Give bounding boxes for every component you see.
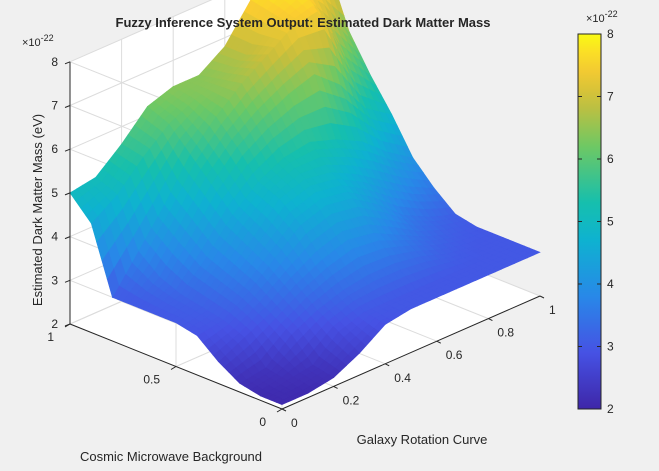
z-tick-mark (64, 61, 71, 65)
z-tick-label: 6 (51, 142, 58, 156)
colorbar-tick-label: 6 (607, 152, 614, 166)
z-tick-label: 5 (51, 186, 58, 200)
x-tick-label: 0.8 (497, 326, 514, 340)
colorbar-exponent-label: ×10-22 (586, 9, 618, 25)
x-tick-mark (281, 408, 287, 412)
surface-patch (333, 0, 345, 17)
x-tick-mark (488, 318, 493, 322)
surface-patch (312, 0, 323, 12)
y-axis-label: Cosmic Microwave Background (80, 449, 262, 464)
x-tick-mark (384, 363, 390, 367)
x-tick-mark (333, 385, 338, 389)
z-tick-label: 2 (51, 317, 58, 331)
colorbar-tick-label: 3 (607, 340, 614, 354)
grid-line (69, 0, 213, 63)
surface-patch (325, 0, 332, 5)
y-tick-label: 0.5 (143, 373, 160, 387)
z-tick-mark (64, 279, 71, 283)
chart-title: Fuzzy Inference System Output: Estimated… (116, 15, 491, 30)
z-tick-mark (64, 148, 71, 152)
z-tick-label: 4 (51, 230, 58, 244)
z-tick-mark (64, 323, 71, 327)
x-tick-mark (436, 340, 442, 344)
x-axis-line (281, 295, 541, 410)
surface-patch (309, 0, 317, 6)
colorbar-tick-label: 7 (607, 90, 614, 104)
surface-patch (316, 0, 325, 5)
x-tick-label: 0 (291, 416, 298, 430)
z-tick-label: 8 (51, 55, 58, 69)
z-tick-mark (64, 236, 71, 240)
z-tick-label: 7 (51, 99, 58, 113)
y-tick-mark (170, 366, 177, 370)
x-tick-label: 0.6 (446, 348, 463, 362)
surface-patch (308, 0, 315, 8)
x-tick-label: 0.2 (343, 393, 360, 407)
colorbar-tick-label: 4 (607, 277, 614, 291)
surface-patch (69, 188, 83, 201)
z-axis-label: Estimated Dark Matter Mass (eV) (30, 114, 45, 306)
x-tick-mark (539, 295, 545, 299)
z-tick-mark (64, 192, 71, 196)
x-axis-label: Galaxy Rotation Curve (357, 432, 488, 447)
colorbar-tick-label: 2 (607, 402, 614, 416)
x-tick-label: 0.4 (394, 371, 411, 385)
colorbar-tick-label: 8 (607, 27, 614, 41)
surface-patch (321, 0, 331, 11)
x-tick-label: 1 (549, 303, 556, 317)
z-tick-mark (64, 105, 71, 108)
y-tick-mark (276, 408, 283, 413)
y-tick-label: 1 (47, 330, 54, 344)
y-tick-label: 0 (259, 415, 266, 429)
z-exponent-label: ×10-22 (22, 33, 54, 49)
surface-patch (329, 0, 339, 11)
colorbar-tick-label: 5 (607, 215, 614, 229)
z-tick-label: 3 (51, 273, 58, 287)
